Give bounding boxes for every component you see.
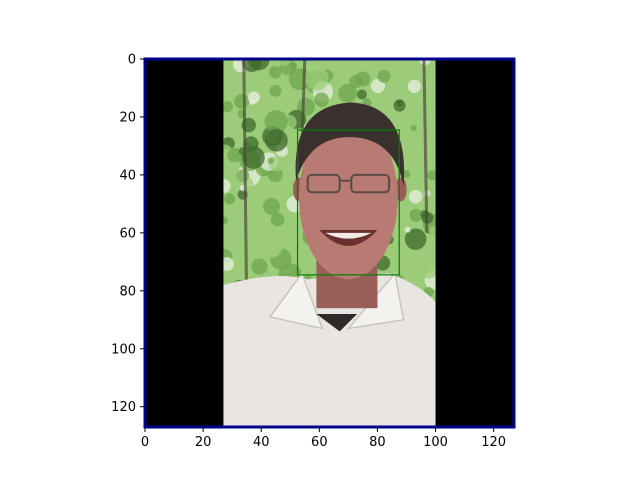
portrait-photo [223, 59, 436, 427]
foliage-blob [377, 69, 391, 83]
foliage-blob [251, 258, 268, 275]
foliage-blob [409, 208, 423, 222]
foliage-blob [270, 212, 285, 227]
hair [295, 102, 405, 187]
glasses-lens-right [350, 173, 391, 194]
foliage-blob [224, 193, 236, 205]
y-tick-label: 20 [119, 110, 136, 125]
foliage-blob [254, 229, 267, 241]
face-detection-box [296, 129, 400, 276]
y-tick-label: 60 [119, 226, 136, 241]
foliage-blob [285, 215, 293, 224]
tree-trunk [422, 59, 429, 233]
y-tick-label: 40 [119, 168, 136, 183]
foliage-blob [243, 136, 259, 152]
foliage-blob [223, 100, 233, 113]
foliage-blob [265, 238, 284, 257]
foliage-blob [429, 226, 436, 236]
foliage-blob [408, 189, 423, 204]
foliage-blob [239, 238, 262, 260]
foliage-blob [265, 128, 288, 152]
foliage-blob [276, 59, 291, 67]
right-black-bar [435, 59, 514, 427]
left-black-bar [145, 59, 224, 427]
y-tick-label: 100 [111, 342, 136, 357]
foliage-blob [223, 216, 229, 225]
foliage-blob [290, 62, 298, 70]
foliage-blob [427, 170, 436, 181]
foliage-blob [223, 178, 231, 194]
foliage-blob [338, 84, 357, 103]
teeth [325, 232, 372, 239]
shirt-neck-opening [316, 313, 358, 332]
foliage-blob [402, 170, 411, 178]
foliage-blob [269, 84, 282, 97]
shirt-collar-left [268, 271, 324, 330]
foliage-blob [407, 79, 422, 93]
x-tick-label: 120 [481, 435, 506, 450]
image-frame [143, 57, 516, 429]
x-tick-label: 60 [311, 435, 328, 450]
foliage-blob [228, 118, 243, 134]
plot-area [143, 57, 516, 429]
x-tick-label: 40 [253, 435, 270, 450]
y-axis: 0 20 40 60 80 100 120 [111, 53, 144, 415]
foliage-blob [404, 228, 427, 250]
foliage-blob [234, 94, 249, 109]
foliage-blob [227, 148, 242, 163]
foliage-blob [314, 92, 329, 108]
y-tick-label: 80 [119, 284, 136, 299]
foliage-blob [236, 169, 250, 183]
x-axis: 0 20 40 60 80 100 120 [141, 428, 506, 450]
foliage-blob [247, 91, 260, 104]
foliage-blob [416, 255, 436, 279]
foliage-blob [404, 226, 411, 233]
foliage-blob [305, 66, 329, 91]
foliage-blob [349, 74, 363, 89]
face [298, 116, 398, 280]
foliage-blob [223, 257, 234, 271]
tree-trunk [242, 59, 249, 306]
foliage-blob [268, 229, 278, 239]
x-tick-label: 20 [195, 435, 212, 450]
foliage-blob [267, 157, 275, 165]
foliage-blob [242, 146, 265, 169]
y-tick-label: 0 [128, 53, 136, 68]
y-tick-label: 120 [111, 400, 136, 415]
tree-trunk [300, 59, 307, 146]
foliage-blob [405, 176, 417, 187]
foliage-blob [356, 89, 367, 100]
foliage-blob [393, 99, 406, 112]
foliage-blob [263, 197, 281, 215]
foliage-blob [268, 66, 282, 79]
foliage-blob [242, 59, 262, 73]
foliage-blob [432, 59, 436, 66]
foliage-blob [406, 143, 418, 155]
foliage-blob [410, 124, 417, 132]
x-tick-label: 100 [423, 435, 448, 450]
x-tick-label: 80 [369, 435, 386, 450]
foliage-blob [264, 110, 288, 134]
glasses-lens-left [306, 173, 341, 194]
x-tick-label: 0 [141, 435, 149, 450]
